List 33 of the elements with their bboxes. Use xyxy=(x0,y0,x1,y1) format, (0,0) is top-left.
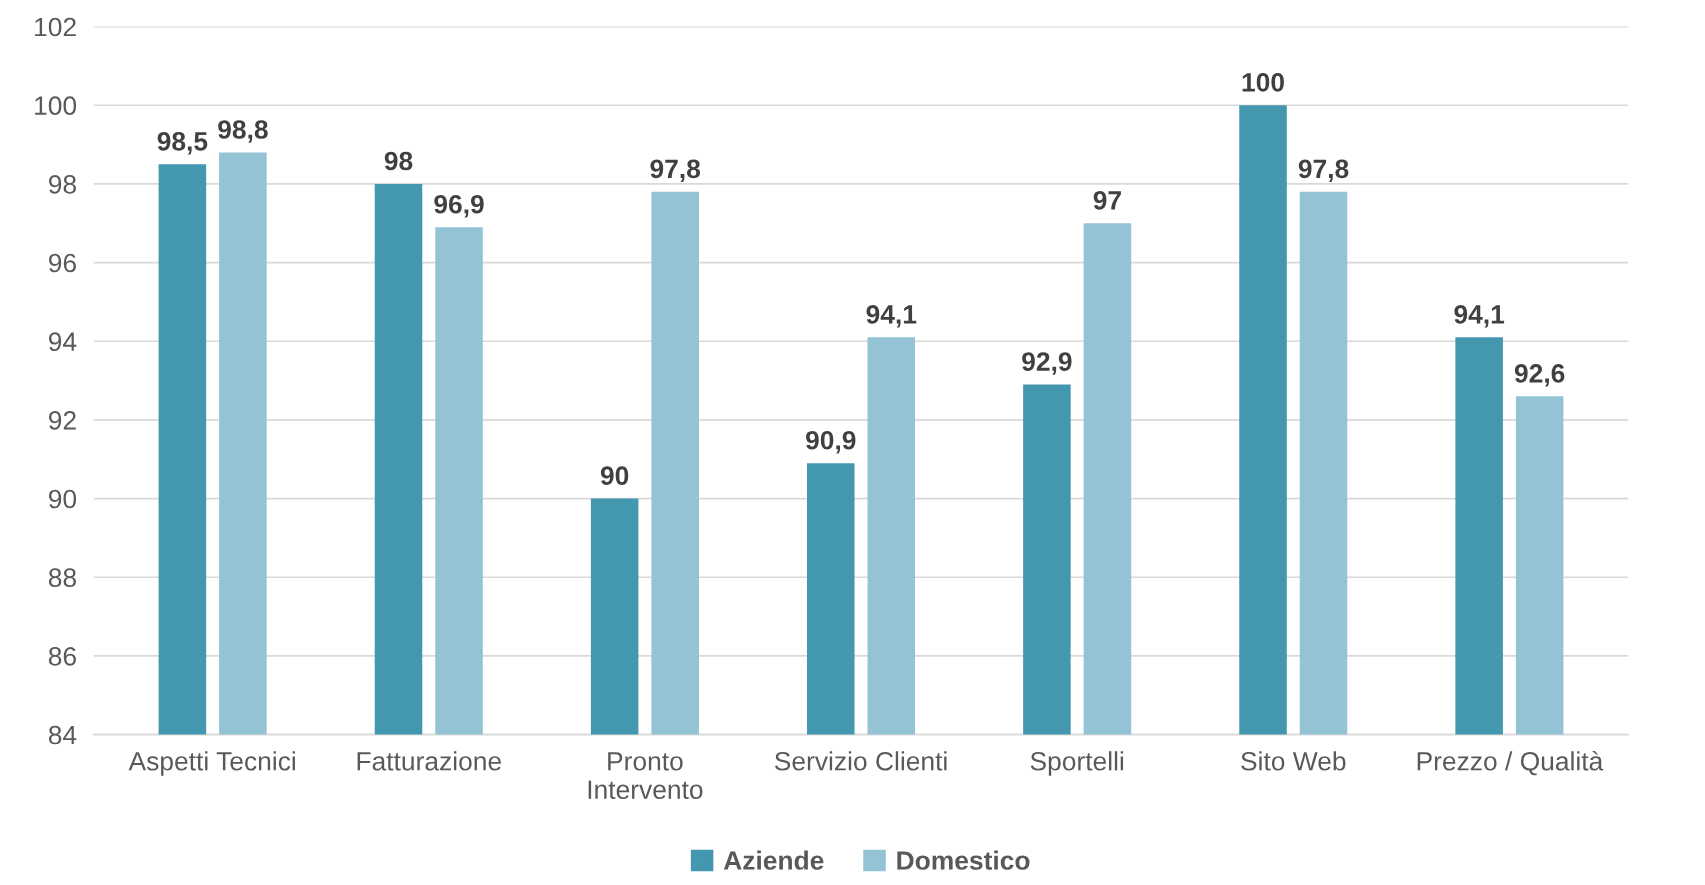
data-label: 92,6 xyxy=(1514,364,1565,387)
y-tick-label: 88 xyxy=(48,568,76,588)
data-label: 96,9 xyxy=(434,194,484,218)
y-tick-label: 100 xyxy=(35,96,77,116)
x-tick-label: Sportelli xyxy=(1030,751,1124,776)
data-label: 100 xyxy=(1242,72,1284,92)
data-label: 98,5 xyxy=(157,131,208,155)
y-tick-label: 98 xyxy=(49,175,76,194)
y-tick-label: 102 xyxy=(35,17,76,37)
legend-label: Aziende xyxy=(723,850,824,870)
data-label: 97,8 xyxy=(1298,159,1349,183)
data-label: 90 xyxy=(600,466,629,485)
data-label: 98 xyxy=(384,151,413,171)
y-tick-label: 96 xyxy=(49,253,76,273)
data-label: 97 xyxy=(1093,190,1121,210)
data-label: 94,1 xyxy=(1454,305,1505,328)
data-label: 97,8 xyxy=(650,159,701,183)
legend-label: Domestico xyxy=(897,850,1030,870)
x-tick-label: Fatturazione xyxy=(357,751,501,771)
data-label: 90,9 xyxy=(806,430,856,454)
x-tick-label: Aspetti Tecnici xyxy=(128,751,295,776)
x-tick-label: Servizio Clienti xyxy=(774,751,947,771)
y-tick-label: 86 xyxy=(48,647,76,666)
y-tick-label: 94 xyxy=(49,332,77,352)
x-tick-label: Pronto Intervento xyxy=(588,752,703,800)
y-tick-label: 92 xyxy=(49,411,76,430)
data-label: 92,9 xyxy=(1022,352,1072,375)
x-tick-label: Prezzo / Qualità xyxy=(1417,750,1604,776)
x-tick-label: Sito Web xyxy=(1241,751,1346,771)
data-label: 98,8 xyxy=(218,120,268,143)
y-tick-label: 90 xyxy=(49,489,77,509)
y-tick-label: 84 xyxy=(48,725,77,745)
data-label: 94,1 xyxy=(866,305,917,328)
